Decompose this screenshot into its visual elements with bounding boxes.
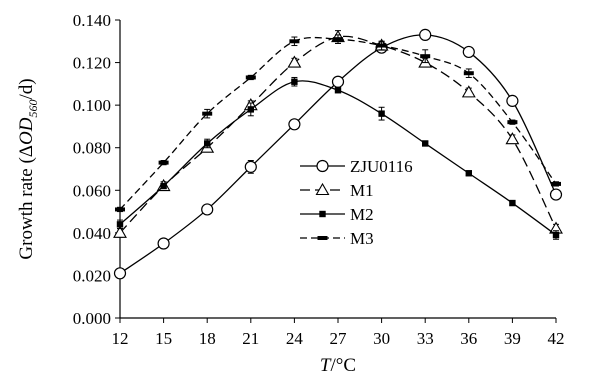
- data-point: [334, 87, 342, 94]
- series-line: [119, 80, 557, 236]
- x-tick-label: 15: [155, 329, 172, 348]
- legend-marker: [315, 182, 330, 196]
- data-point: [552, 231, 560, 239]
- data-point: [288, 118, 301, 131]
- y-tick-label: 0.140: [73, 11, 111, 30]
- legend-item-m2: M2: [300, 205, 374, 224]
- y-tick-label: 0.100: [73, 96, 111, 115]
- data-point: [160, 182, 167, 190]
- y-tick-label: 0.040: [73, 224, 111, 243]
- legend-label: M2: [350, 205, 374, 224]
- x-tick-label: 36: [460, 329, 477, 348]
- data-point: [244, 160, 257, 173]
- legend: ZJU0116 M1 M2 M3: [300, 157, 413, 248]
- x-tick-label: 12: [112, 329, 129, 348]
- data-point: [289, 39, 300, 44]
- data-point: [157, 237, 170, 250]
- legend-label: M1: [350, 181, 374, 200]
- series-m3: [115, 34, 561, 213]
- x-tick-label: 21: [242, 329, 259, 348]
- data-point: [245, 75, 256, 80]
- x-tick-label: 27: [330, 329, 348, 348]
- data-point: [331, 75, 345, 88]
- series-line: [119, 36, 557, 210]
- legend-item-m3: M3: [300, 229, 374, 248]
- y-axis-title-prefix: Growth rate (Δ: [16, 145, 37, 260]
- series-layer: [113, 28, 563, 280]
- data-point: [551, 181, 561, 186]
- data-point: [113, 267, 127, 280]
- x-axis-title-unit: /°C: [331, 355, 357, 376]
- y-tick-label: 0.000: [73, 309, 111, 328]
- data-point: [506, 94, 519, 107]
- data-point: [204, 140, 211, 147]
- data-point: [287, 55, 302, 68]
- x-tick-label: 24: [286, 329, 304, 348]
- data-point: [158, 160, 169, 165]
- legend-marker: [316, 159, 329, 173]
- data-point: [465, 170, 472, 177]
- y-tick-label: 0.020: [73, 266, 111, 285]
- y-axis-title-suffix: /d): [16, 78, 37, 99]
- series-line: [119, 34, 557, 274]
- data-point: [507, 120, 518, 125]
- y-axis-title-subscript: 560: [26, 100, 40, 118]
- y-axis-title-italic: OD: [16, 117, 37, 145]
- data-point: [376, 43, 387, 48]
- data-point: [463, 71, 474, 76]
- data-point: [461, 85, 476, 98]
- data-point: [333, 37, 343, 42]
- x-tick-label: 18: [199, 329, 216, 348]
- data-point: [378, 110, 385, 117]
- data-point: [115, 207, 125, 212]
- legend-item-zju0116: ZJU0116: [300, 157, 413, 176]
- series-line: [119, 35, 557, 234]
- data-point: [505, 132, 520, 145]
- data-point: [422, 140, 429, 147]
- data-point: [509, 199, 516, 207]
- data-point: [419, 28, 432, 42]
- legend-marker: [319, 210, 326, 218]
- x-tick-label: 39: [504, 329, 521, 348]
- legend-item-m1: M1: [300, 181, 374, 200]
- data-point: [291, 78, 298, 85]
- series-m1: [113, 29, 563, 238]
- x-tick-label: 30: [373, 329, 390, 348]
- data-point: [116, 221, 124, 228]
- series-zju0116: [113, 28, 563, 280]
- data-point: [247, 106, 254, 113]
- y-tick-label: 0.120: [73, 54, 111, 73]
- data-point: [113, 225, 127, 238]
- y-tick-label: 0.060: [73, 181, 111, 200]
- x-axis-title: T/°C: [320, 355, 356, 376]
- data-point: [202, 111, 213, 116]
- x-tick-label: 33: [417, 329, 434, 348]
- y-axis-title: Growth rate (ΔOD560/d): [16, 78, 40, 259]
- legend-label: ZJU0116: [350, 157, 413, 176]
- x-tick-label: 42: [548, 329, 565, 348]
- data-point: [420, 54, 431, 59]
- data-point: [549, 188, 563, 201]
- y-tick-label: 0.080: [73, 139, 111, 158]
- axes: 0.000 0.020 0.040 0.060 0.080 0.100 0.120 0.140…: [73, 11, 565, 348]
- data-point: [201, 203, 214, 216]
- legend-marker: [317, 236, 328, 240]
- data-point: [462, 45, 475, 59]
- series-m2: [116, 76, 560, 240]
- legend-label: M3: [350, 229, 374, 248]
- x-axis-title-var: T: [320, 355, 332, 376]
